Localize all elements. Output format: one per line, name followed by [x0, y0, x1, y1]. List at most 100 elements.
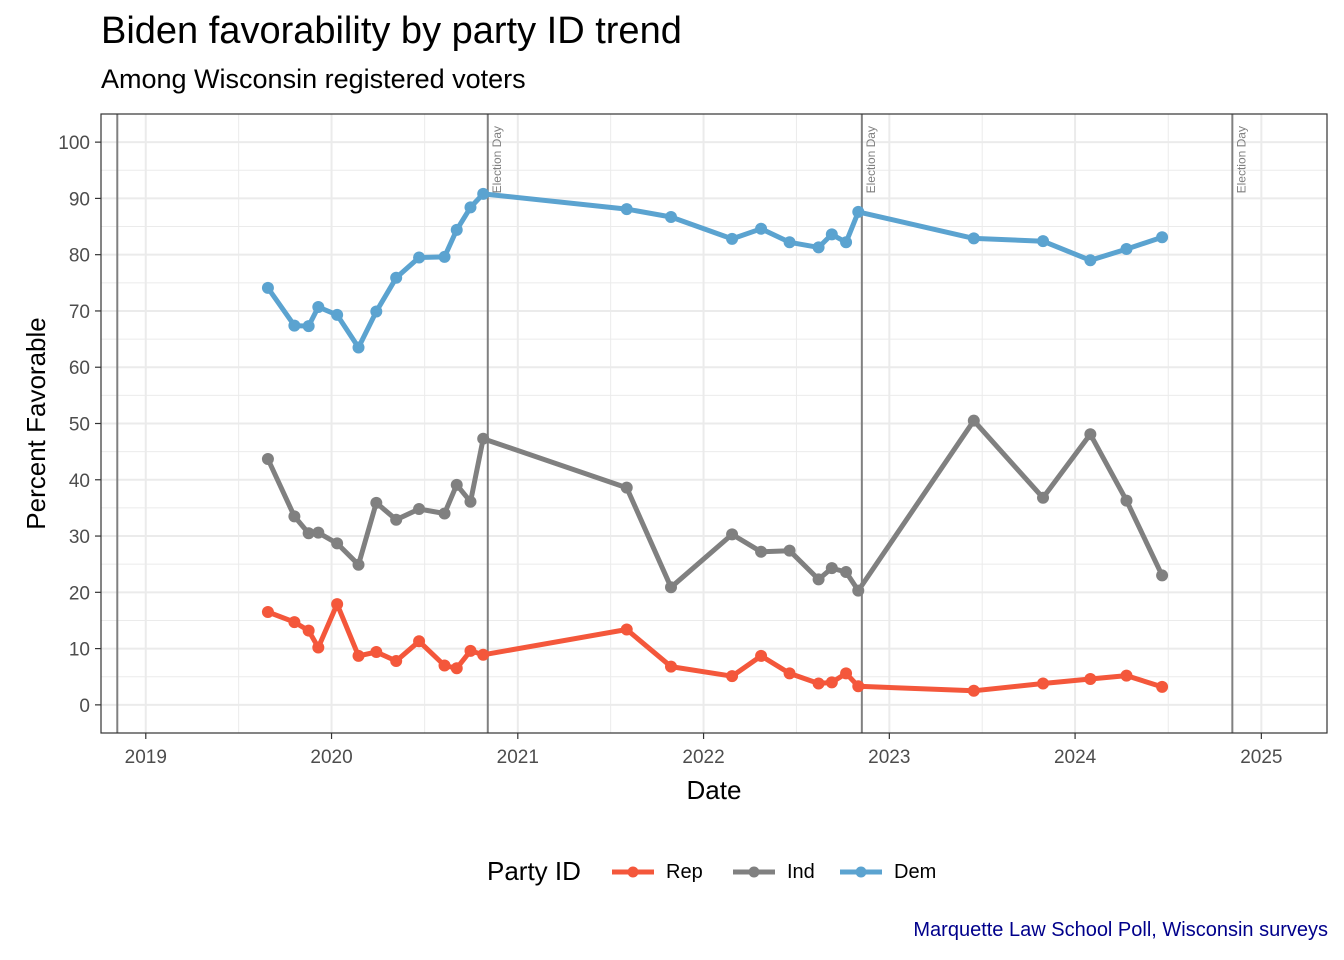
y-tick-label: 90 — [69, 189, 90, 210]
chart-subtitle: Among Wisconsin registered voters — [101, 64, 526, 94]
y-axis-title: Percent Favorable — [21, 317, 51, 529]
x-tick-label: 2024 — [1054, 747, 1097, 768]
legend-key-ind — [733, 866, 775, 878]
y-tick-label: 0 — [79, 696, 90, 717]
data-point-dem — [726, 232, 739, 245]
data-point-rep — [331, 598, 344, 611]
election-day-label: Election Day — [490, 126, 504, 193]
data-point-dem — [312, 301, 325, 314]
data-point-rep — [370, 645, 383, 658]
y-tick-label: 80 — [69, 246, 90, 267]
data-point-rep — [1037, 677, 1050, 690]
y-tick-label: 30 — [69, 527, 90, 548]
data-point-dem — [825, 228, 838, 241]
data-point-ind — [967, 414, 980, 427]
data-point-dem — [464, 201, 477, 214]
legend-label-dem: Dem — [894, 861, 937, 883]
legend-label-ind: Ind — [787, 861, 815, 883]
grid-layer — [101, 114, 1327, 733]
data-point-ind — [464, 495, 477, 508]
data-point-ind — [477, 432, 490, 445]
data-point-rep — [812, 677, 825, 690]
data-point-ind — [261, 452, 274, 465]
data-point-dem — [288, 319, 301, 332]
data-point-dem — [302, 320, 315, 333]
data-point-rep — [438, 659, 451, 672]
y-tick-label: 60 — [69, 358, 90, 379]
data-point-rep — [1120, 669, 1133, 682]
series-line-dem — [265, 191, 1165, 350]
data-point-dem — [852, 205, 865, 218]
data-point-rep — [840, 667, 853, 680]
data-point-ind — [620, 481, 633, 494]
data-point-rep — [783, 667, 796, 680]
data-point-rep — [1084, 672, 1097, 685]
data-point-dem — [840, 236, 853, 249]
series-layer — [261, 187, 1169, 697]
data-point-rep — [390, 654, 403, 667]
y-tick-label: 40 — [69, 471, 90, 492]
data-point-ind — [852, 584, 865, 597]
data-point-ind — [331, 537, 344, 550]
data-point-ind — [1120, 494, 1133, 507]
data-point-dem — [1084, 254, 1097, 267]
data-point-ind — [840, 566, 853, 579]
data-point-dem — [331, 308, 344, 321]
x-axis-title: Date — [687, 775, 742, 805]
data-point-ind — [1084, 428, 1097, 441]
data-point-rep — [413, 635, 426, 648]
data-point-rep — [288, 616, 301, 629]
data-point-rep — [852, 680, 865, 693]
data-point-rep — [312, 641, 325, 654]
data-point-ind — [312, 526, 325, 539]
data-point-rep — [477, 648, 490, 661]
data-point-dem — [783, 236, 796, 249]
data-point-ind — [413, 503, 426, 516]
data-point-dem — [664, 210, 677, 223]
y-tick-label: 20 — [69, 583, 90, 604]
y-tick-label: 70 — [69, 302, 90, 323]
data-point-dem — [450, 223, 463, 236]
data-point-dem — [1037, 235, 1050, 248]
data-point-rep — [302, 624, 315, 637]
data-point-rep — [464, 644, 477, 657]
x-tick-label: 2023 — [868, 747, 910, 768]
axis-layer: 0 10 20 30 40 50 60 70 80 90 100 2019 2020 2021 2022 20… — [58, 133, 1282, 768]
data-point-ind — [302, 527, 315, 540]
data-point-rep — [726, 670, 739, 683]
data-point-rep — [967, 684, 980, 697]
data-point-rep — [261, 606, 274, 619]
data-point-ind — [450, 478, 463, 491]
data-point-ind — [783, 544, 796, 557]
data-point-ind — [390, 513, 403, 526]
y-tick-label: 50 — [69, 415, 90, 436]
data-point-ind — [825, 562, 838, 575]
legend-title: Party ID — [487, 856, 581, 886]
x-tick-label: 2025 — [1240, 747, 1282, 768]
data-point-ind — [352, 558, 365, 571]
data-point-ind — [1037, 491, 1050, 504]
data-point-rep — [450, 662, 463, 675]
data-point-dem — [370, 305, 383, 318]
data-point-ind — [1156, 569, 1169, 582]
data-point-ind — [664, 581, 677, 594]
data-point-dem — [1120, 243, 1133, 256]
data-point-rep — [664, 660, 677, 673]
data-point-dem — [352, 341, 365, 354]
election-day-label: Election Day — [1234, 126, 1248, 193]
series-line-rep — [265, 601, 1165, 694]
data-point-dem — [812, 241, 825, 254]
x-tick-label: 2021 — [497, 747, 539, 768]
data-point-ind — [726, 528, 739, 541]
data-point-dem — [1156, 231, 1169, 244]
x-tick-label: 2020 — [310, 747, 352, 768]
legend: Party ID Rep Ind Dem — [0, 854, 1344, 894]
data-point-ind — [288, 510, 301, 523]
data-point-dem — [438, 250, 451, 263]
data-point-rep — [1156, 680, 1169, 693]
data-point-dem — [261, 281, 274, 294]
data-point-rep — [352, 649, 365, 662]
election-day-label: Election Day — [864, 126, 878, 193]
data-point-dem — [967, 232, 980, 245]
data-point-dem — [755, 222, 768, 235]
